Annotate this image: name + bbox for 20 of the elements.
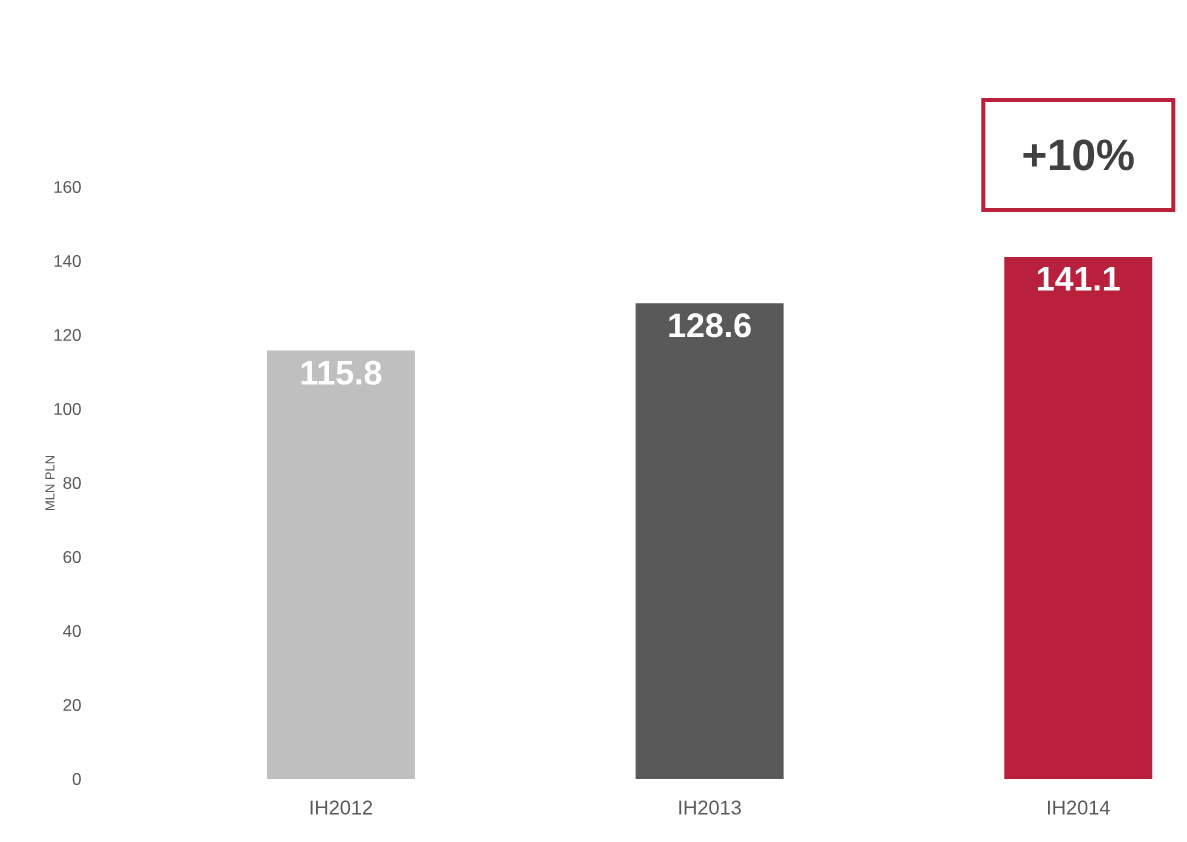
y-tick-label: 160 [54, 180, 81, 193]
y-axis-title: MLN PLN [45, 456, 55, 510]
bar [635, 303, 784, 779]
text: +10% [1023, 139, 1134, 171]
y-tick-label: 20 [63, 699, 81, 711]
y-tick-label: 120 [54, 329, 81, 341]
data-label: 141.1 [1038, 267, 1120, 291]
x-tick-label: IH2013 [679, 800, 741, 815]
x-tick-label: IH2012 [310, 800, 373, 815]
y-tick-label: 80 [63, 477, 81, 489]
data-label: 128.6 [669, 313, 751, 338]
x-tick-label: IH2014 [1047, 800, 1110, 815]
y-tick-label: 100 [54, 403, 81, 415]
bar [266, 350, 415, 779]
data-label: 115.8 [301, 360, 382, 385]
y-tick-label: 40 [63, 625, 81, 637]
y-tick-label: 60 [63, 551, 81, 563]
y-tick-label: 0 [72, 773, 81, 785]
bar [1004, 256, 1153, 779]
y-tick-label: 140 [54, 255, 81, 267]
